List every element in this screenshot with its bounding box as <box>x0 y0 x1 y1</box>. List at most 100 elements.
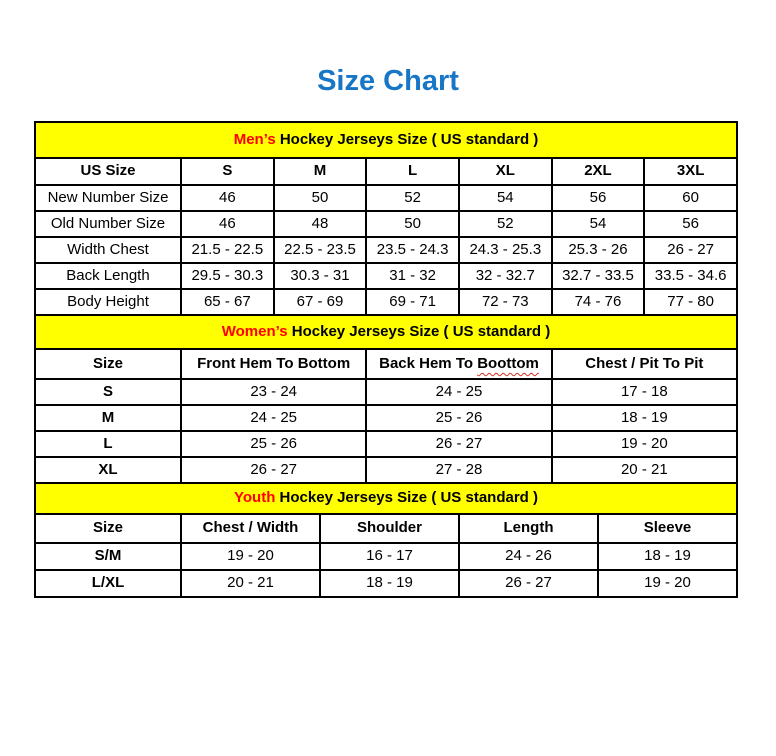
value-cell: 26 - 27 <box>643 236 738 264</box>
value-cell: 52 <box>457 210 553 238</box>
youth-title-rest: Hockey Jerseys Size ( US standard ) <box>275 489 538 507</box>
table-row-width-chest: Width Chest 21.5 - 22.5 22.5 - 23.5 23.5… <box>34 236 738 264</box>
mens-section-header-row: Men’s Hockey Jerseys Size ( US standard … <box>34 121 738 159</box>
back-hem-misspelled-word: Boottom <box>477 354 539 372</box>
value-cell: 19 - 20 <box>550 430 739 458</box>
value-cell: 19 - 20 <box>597 569 738 598</box>
value-cell: 72 - 73 <box>457 288 553 316</box>
table-row-old-number-size: Old Number Size 46 48 50 52 54 56 <box>34 210 738 238</box>
value-cell: 25.3 - 26 <box>550 236 646 264</box>
column-header-2xl: 2XL <box>550 157 646 186</box>
column-header-size: Size <box>34 513 182 544</box>
value-cell: 18 - 19 <box>597 542 738 571</box>
value-cell: 46 <box>180 210 275 238</box>
value-cell: 48 <box>272 210 368 238</box>
value-cell: 19 - 20 <box>180 542 321 571</box>
mens-title-rest: Hockey Jerseys Size ( US standard ) <box>275 130 539 148</box>
value-cell: 77 - 80 <box>643 288 738 316</box>
value-cell: 21.5 - 22.5 <box>180 236 275 264</box>
youth-section-header-row: Youth Hockey Jerseys Size ( US standard … <box>34 482 738 515</box>
column-header-us-size: US Size <box>34 157 182 186</box>
column-header-front-hem: Front Hem To Bottom <box>179 348 368 380</box>
womens-title-accent: Women’s <box>221 322 288 340</box>
value-cell: 33.5 - 34.6 <box>643 262 738 290</box>
value-cell: 25 - 26 <box>365 404 553 432</box>
value-cell: 60 <box>643 184 738 212</box>
value-cell: 22.5 - 23.5 <box>272 236 368 264</box>
womens-section-header-row: Women’s Hockey Jerseys Size ( US standar… <box>34 314 738 350</box>
table-row-youth-sm: S/M 19 - 20 16 - 17 24 - 26 18 - 19 <box>34 542 738 571</box>
value-cell: 17 - 18 <box>550 378 739 406</box>
value-cell: 54 <box>550 210 646 238</box>
row-label: Old Number Size <box>34 210 182 238</box>
row-label: S <box>34 378 182 406</box>
column-header-chest-width: Chest / Width <box>180 513 321 544</box>
column-header-sleeve: Sleeve <box>597 513 738 544</box>
value-cell: 50 <box>365 210 460 238</box>
value-cell: 26 - 27 <box>458 569 599 598</box>
mens-title-accent: Men’s <box>233 130 276 148</box>
column-header-m: M <box>272 157 368 186</box>
value-cell: 24 - 26 <box>458 542 599 571</box>
column-header-s: S <box>180 157 275 186</box>
value-cell: 32 - 32.7 <box>457 262 553 290</box>
value-cell: 29.5 - 30.3 <box>180 262 275 290</box>
table-row-youth-lxl: L/XL 20 - 21 18 - 19 26 - 27 19 - 20 <box>34 569 738 598</box>
mens-column-header-row: US Size S M L XL 2XL 3XL <box>34 157 738 186</box>
table-row-womens-l: L 25 - 26 26 - 27 19 - 20 <box>34 430 739 458</box>
column-header-xl: XL <box>457 157 553 186</box>
row-label: XL <box>34 456 182 484</box>
value-cell: 50 <box>272 184 368 212</box>
value-cell: 56 <box>643 210 738 238</box>
value-cell: 23.5 - 24.3 <box>365 236 460 264</box>
column-header-chest-pit: Chest / Pit To Pit <box>550 348 739 380</box>
mens-size-table: Men’s Hockey Jerseys Size ( US standard … <box>34 121 738 316</box>
value-cell: 24 - 25 <box>179 404 368 432</box>
value-cell: 56 <box>550 184 646 212</box>
value-cell: 16 - 17 <box>319 542 460 571</box>
value-cell: 30.3 - 31 <box>272 262 368 290</box>
row-label: L <box>34 430 182 458</box>
table-row-back-length: Back Length 29.5 - 30.3 30.3 - 31 31 - 3… <box>34 262 738 290</box>
youth-size-table: Youth Hockey Jerseys Size ( US standard … <box>34 482 738 598</box>
value-cell: 18 - 19 <box>319 569 460 598</box>
value-cell: 65 - 67 <box>180 288 275 316</box>
value-cell: 24 - 25 <box>365 378 553 406</box>
value-cell: 67 - 69 <box>272 288 368 316</box>
value-cell: 20 - 21 <box>180 569 321 598</box>
column-header-shoulder: Shoulder <box>319 513 460 544</box>
value-cell: 23 - 24 <box>179 378 368 406</box>
value-cell: 26 - 27 <box>365 430 553 458</box>
womens-size-table: Women’s Hockey Jerseys Size ( US standar… <box>34 314 739 484</box>
table-row-new-number-size: New Number Size 46 50 52 54 56 60 <box>34 184 738 212</box>
youth-section-title: Youth Hockey Jerseys Size ( US standard … <box>34 482 738 515</box>
column-header-3xl: 3XL <box>643 157 738 186</box>
row-label: Width Chest <box>34 236 182 264</box>
youth-column-header-row: Size Chest / Width Shoulder Length Sleev… <box>34 513 738 544</box>
row-label: L/XL <box>34 569 182 598</box>
row-label: S/M <box>34 542 182 571</box>
value-cell: 26 - 27 <box>179 456 368 484</box>
table-row-womens-m: M 24 - 25 25 - 26 18 - 19 <box>34 404 739 432</box>
womens-section-title: Women’s Hockey Jerseys Size ( US standar… <box>34 314 738 350</box>
column-header-length: Length <box>458 513 599 544</box>
youth-title-accent: Youth <box>234 489 276 507</box>
row-label: Back Length <box>34 262 182 290</box>
back-hem-prefix: Back Hem To <box>379 354 478 372</box>
value-cell: 25 - 26 <box>179 430 368 458</box>
value-cell: 52 <box>365 184 460 212</box>
value-cell: 24.3 - 25.3 <box>457 236 553 264</box>
table-row-womens-s: S 23 - 24 24 - 25 17 - 18 <box>34 378 739 406</box>
column-header-l: L <box>365 157 460 186</box>
column-header-back-hem: Back Hem To Boottom <box>365 348 553 380</box>
value-cell: 20 - 21 <box>550 456 739 484</box>
value-cell: 27 - 28 <box>365 456 553 484</box>
row-label: New Number Size <box>34 184 182 212</box>
value-cell: 69 - 71 <box>365 288 460 316</box>
womens-title-rest: Hockey Jerseys Size ( US standard ) <box>287 322 551 340</box>
value-cell: 54 <box>457 184 553 212</box>
value-cell: 46 <box>180 184 275 212</box>
page-title: Size Chart <box>317 65 459 97</box>
womens-column-header-row: Size Front Hem To Bottom Back Hem To Boo… <box>34 348 739 380</box>
value-cell: 18 - 19 <box>550 404 739 432</box>
